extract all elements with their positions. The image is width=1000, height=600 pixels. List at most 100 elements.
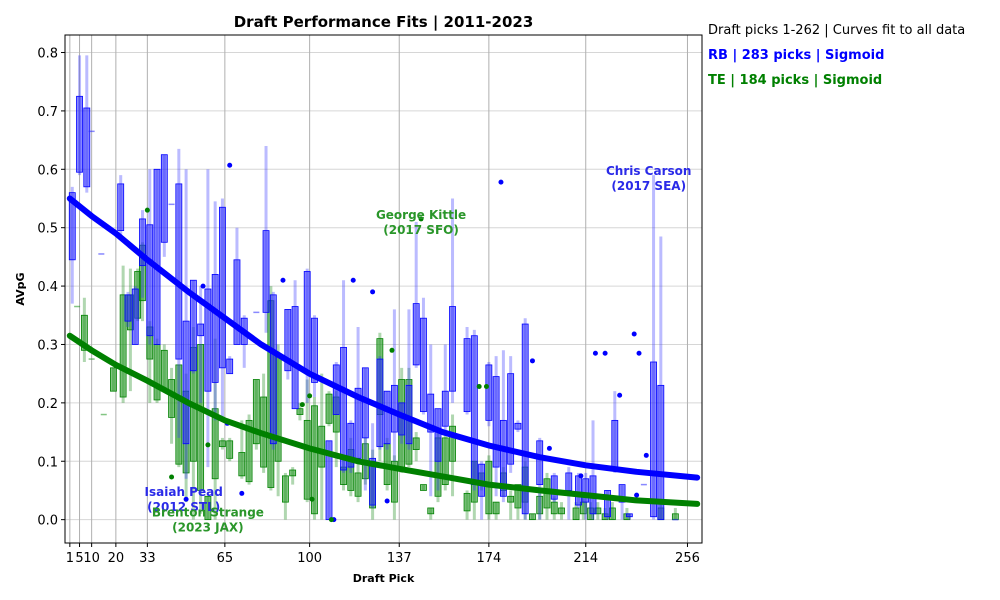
outlier-point [280,277,286,283]
y-tick-label: 0.7 [37,105,58,120]
x-tick-label: 1 [66,551,74,566]
outlier-point [205,442,211,448]
box [318,425,326,468]
box [226,358,234,375]
annotation-label: (2012 STL) [147,500,220,514]
box [311,405,318,515]
fit-curve-rb [66,195,701,481]
box [182,320,190,445]
box [492,376,500,468]
box [441,437,449,486]
box [420,484,427,491]
x-tick-label: 10 [83,551,100,566]
outlier-point [634,492,640,498]
y-tick-label: 0.3 [37,338,58,353]
outlier-point [200,283,206,289]
fit-curve-te [66,332,701,507]
box [470,335,478,486]
box [463,338,471,413]
box [558,507,565,515]
outlier-point [592,350,598,356]
box [492,501,500,515]
annotation-label: Isaiah Pead [145,485,223,499]
box [536,440,544,486]
box [245,419,253,483]
box [550,501,558,515]
annotation-label: (2017 SEA) [611,179,686,193]
box [565,472,573,491]
y-tick-label: 0.4 [37,280,58,295]
box [354,472,362,497]
box [449,306,456,392]
box [536,495,544,515]
box [485,364,493,421]
box [269,294,277,445]
box [311,317,318,383]
outlier-point [370,289,376,295]
box [204,495,212,521]
box [219,206,226,369]
box [233,259,241,345]
x-tick-label: 256 [675,551,700,566]
box [131,288,139,345]
box [197,344,205,491]
annotation-label: Chris Carson [606,164,691,178]
box [238,452,246,477]
box [441,390,449,427]
box [325,393,333,424]
box [284,309,292,372]
box [175,364,183,465]
box [303,419,311,500]
outlier-point [636,350,642,356]
y-tick-label: 0.2 [37,397,58,412]
box [117,183,125,232]
outlier-point [631,331,637,337]
outlier-point [299,402,305,408]
box [618,484,626,503]
legend-entry-rb: RB | 283 picks | Sigmoid [708,48,885,63]
box [83,107,91,188]
x-tick-label: 20 [108,551,125,566]
x-tick-label: 33 [139,551,156,566]
box [529,513,536,521]
annotation: Chris Carson(2017 SEA) [606,164,691,193]
box [521,323,529,515]
box [153,168,161,345]
box [80,314,88,351]
box [347,422,355,468]
box [434,408,442,462]
outlier-point [227,162,233,168]
box [303,271,311,372]
x-axis-label: Draft Pick [353,572,415,585]
box [153,344,161,401]
box [625,513,633,518]
box [168,379,175,418]
outlier-point [239,490,245,496]
box [507,373,515,465]
outlier-point [144,207,150,213]
box [189,279,197,372]
box [671,513,679,521]
box [514,484,522,509]
axis-ticks: 0.0 0.1 0.2 0.3 0.4 0.5 0.6 0.7 0.8 1 5 10 20 33 65 100… [37,47,700,566]
outlier-point [643,452,649,458]
box [499,419,507,497]
annotation-label: (2017 SFO) [383,223,459,237]
annotation-label: (2023 JAX) [172,521,244,535]
x-tick-label: 5 [75,551,83,566]
annotation: Isaiah Pead(2012 STL) [145,485,223,514]
x-tick-label: 65 [217,551,234,566]
outliers-te [144,207,489,523]
outlier-point [309,496,315,502]
outlier-point [418,216,424,222]
outliers-rb [183,162,649,523]
box [449,425,456,462]
box [340,346,347,471]
box [262,230,270,313]
box [146,224,154,337]
box [507,495,515,503]
x-tick-label: 137 [387,551,412,566]
legend-subtitle: Draft picks 1-262 | Curves fit to all da… [708,23,966,38]
box [226,440,234,459]
y-tick-label: 0.1 [37,455,58,470]
